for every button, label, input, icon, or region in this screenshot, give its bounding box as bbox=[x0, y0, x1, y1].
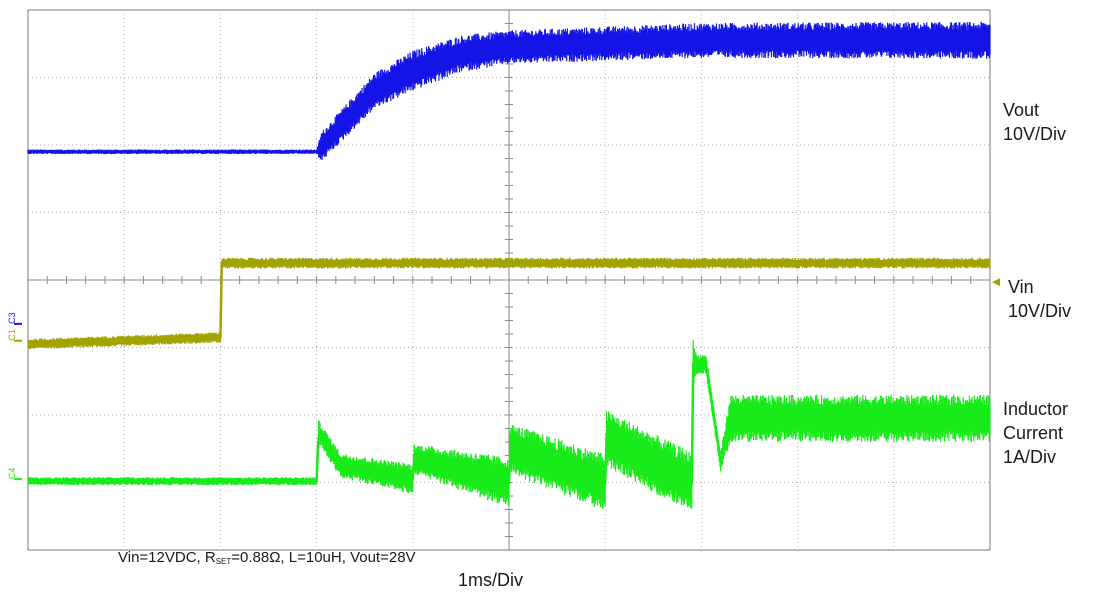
inductor-current-name-line1: Inductor bbox=[1003, 399, 1069, 419]
inductor-current-waveform bbox=[28, 363, 990, 485]
inductor-current-trace-label: Inductor Current 1A/Div bbox=[1003, 397, 1068, 469]
test-conditions-caption: Vin=12VDC, RSET=0.88Ω, L=10uH, Vout=28V bbox=[118, 549, 416, 566]
vin-name: Vin bbox=[1008, 277, 1034, 297]
rset-subscript: SET bbox=[215, 557, 232, 566]
vin-scale: 10V/Div bbox=[1008, 301, 1072, 321]
vout-waveform bbox=[28, 39, 990, 154]
conditions-prefix: Vin=12VDC, R bbox=[118, 549, 216, 566]
inductor-current-scale: 1A/Div bbox=[1003, 447, 1057, 467]
trace-area bbox=[27, 21, 991, 509]
trigger-level-arrow-icon bbox=[992, 278, 1000, 287]
inductor-current-name-line2: Current bbox=[1003, 423, 1064, 443]
vout-scale: 10V/Div bbox=[1003, 124, 1067, 144]
vout-name: Vout bbox=[1003, 100, 1040, 120]
vin-trace bbox=[27, 257, 991, 350]
inductor-current-trace bbox=[27, 340, 991, 509]
vin-waveform bbox=[28, 261, 990, 346]
vin-channel-marker: C1 bbox=[7, 329, 17, 341]
vout-trace bbox=[27, 21, 991, 160]
inductor-current-channel-marker: C4 bbox=[7, 468, 17, 480]
vin-trace-label: Vin 10V/Div bbox=[1008, 275, 1071, 323]
conditions-suffix: =0.88Ω, L=10uH, Vout=28V bbox=[231, 549, 416, 566]
vout-channel-marker: C3 bbox=[7, 312, 17, 324]
time-scale-label: 1ms/Div bbox=[458, 570, 524, 590]
vout-trace-label: Vout 10V/Div bbox=[1003, 98, 1066, 146]
channel-markers: C3 C1 C4 bbox=[7, 278, 1000, 481]
